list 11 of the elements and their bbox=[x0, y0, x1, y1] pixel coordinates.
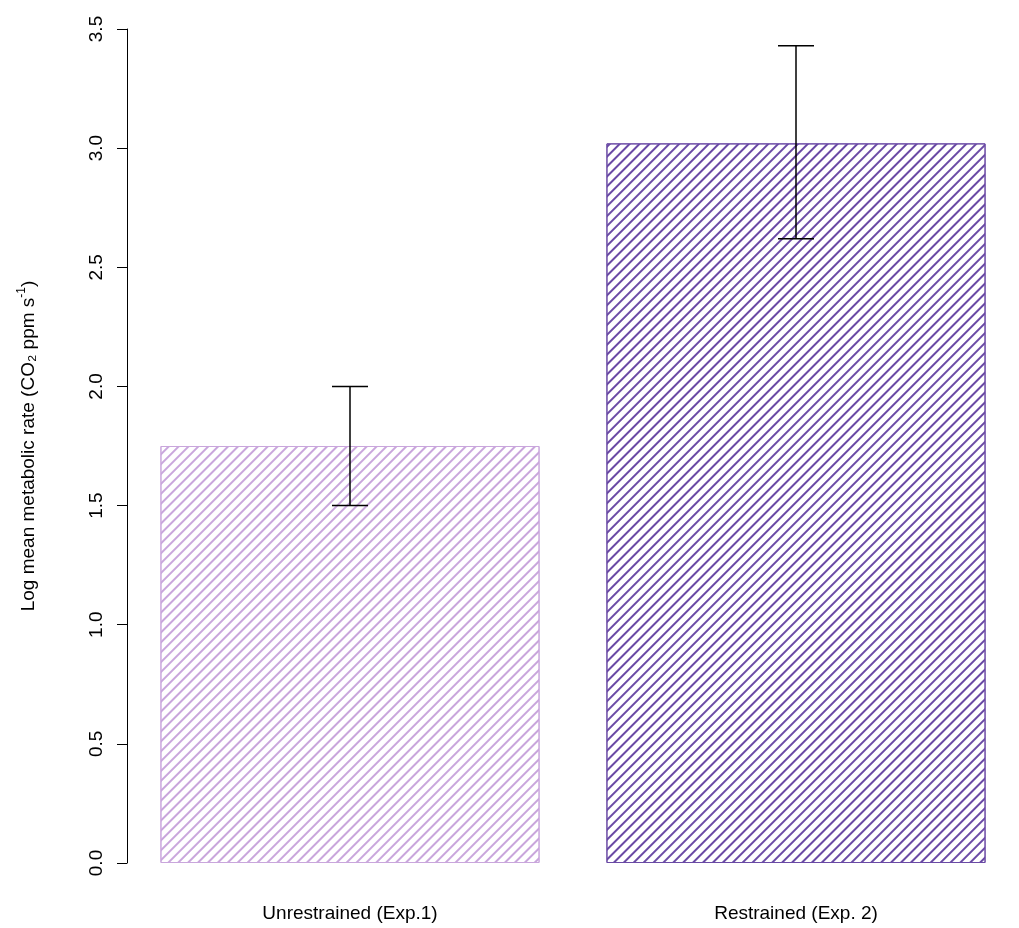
y-tick-label: 2.5 bbox=[85, 254, 106, 281]
y-tick-label: 1.0 bbox=[85, 611, 106, 638]
y-tick-label: 3.5 bbox=[85, 15, 106, 43]
y-tick-label: 1.5 bbox=[85, 492, 106, 519]
x-tick-label: Unrestrained (Exp.1) bbox=[262, 902, 438, 923]
x-tick-label: Restrained (Exp. 2) bbox=[714, 902, 878, 923]
y-tick-label: 3.0 bbox=[85, 134, 106, 162]
y-tick-label: 2.0 bbox=[85, 373, 106, 400]
y-axis-title: Log mean metabolic rate (CO₂ ppm s-1) bbox=[14, 280, 38, 612]
y-tick-label: 0.5 bbox=[85, 730, 106, 758]
y-tick-label: 0.0 bbox=[85, 849, 106, 877]
